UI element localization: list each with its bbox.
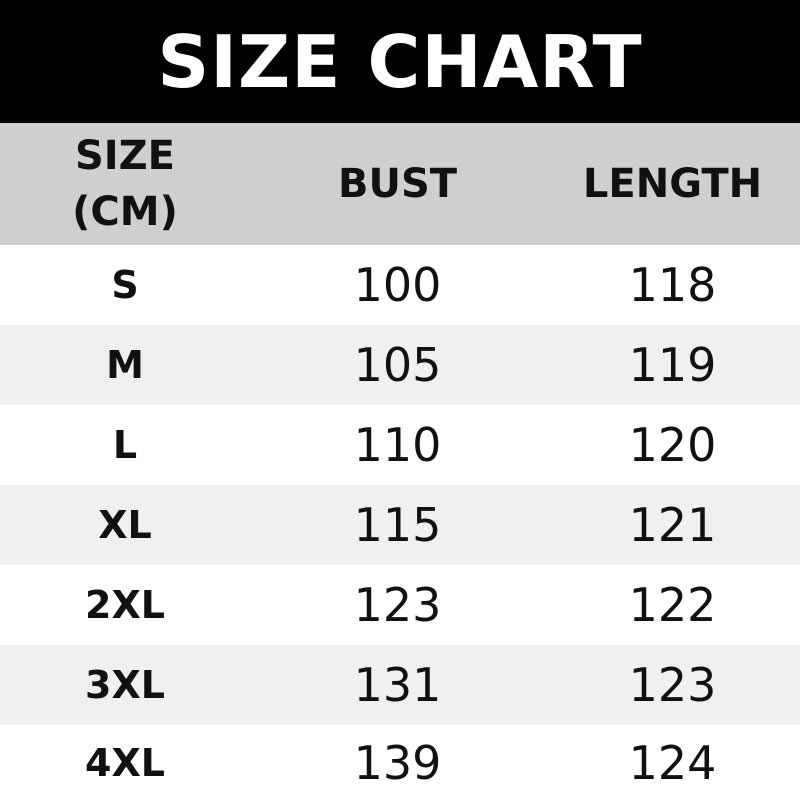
- header-size-line1: SIZE: [74, 133, 176, 179]
- size-cell: 2XL: [85, 583, 165, 627]
- table-header: SIZE (CM) BUST LENGTH: [0, 123, 800, 245]
- header-bust: BUST: [337, 161, 458, 207]
- table-row: S 100 118: [0, 245, 800, 325]
- table-row: 3XL 131 123: [0, 645, 800, 725]
- bust-cell: 100: [353, 258, 442, 312]
- length-cell: 120: [628, 418, 717, 472]
- size-cell: XL: [98, 503, 152, 547]
- table-body: S 100 118 M 105 119 L 110 120 XL 115 121 2XL 123 122 3X…: [0, 245, 800, 800]
- table-row: XL 115 121: [0, 485, 800, 565]
- size-cell: 4XL: [85, 740, 165, 785]
- table-row: L 110 120: [0, 405, 800, 485]
- length-cell: 121: [628, 498, 717, 552]
- bust-cell: 139: [353, 735, 442, 790]
- chart-title: SIZE CHART: [0, 0, 800, 123]
- table-row: 2XL 123 122: [0, 565, 800, 645]
- header-size-line2: (CM): [72, 189, 178, 235]
- header-size: SIZE (CM): [0, 128, 250, 240]
- bust-cell: 131: [353, 658, 442, 712]
- length-cell: 119: [628, 338, 717, 392]
- length-cell: 123: [628, 658, 717, 712]
- table-row: M 105 119: [0, 325, 800, 405]
- bust-cell: 105: [353, 338, 442, 392]
- length-cell: 118: [628, 258, 717, 312]
- bust-cell: 110: [353, 418, 442, 472]
- size-cell: M: [106, 343, 144, 387]
- table-row: 4XL 139 124: [0, 725, 800, 800]
- bust-cell: 123: [353, 578, 442, 632]
- size-cell: 3XL: [85, 663, 165, 707]
- length-cell: 124: [628, 735, 717, 790]
- header-length: LENGTH: [582, 161, 763, 207]
- length-cell: 122: [628, 578, 717, 632]
- size-cell: L: [112, 423, 138, 467]
- bust-cell: 115: [353, 498, 442, 552]
- size-cell: S: [111, 263, 139, 307]
